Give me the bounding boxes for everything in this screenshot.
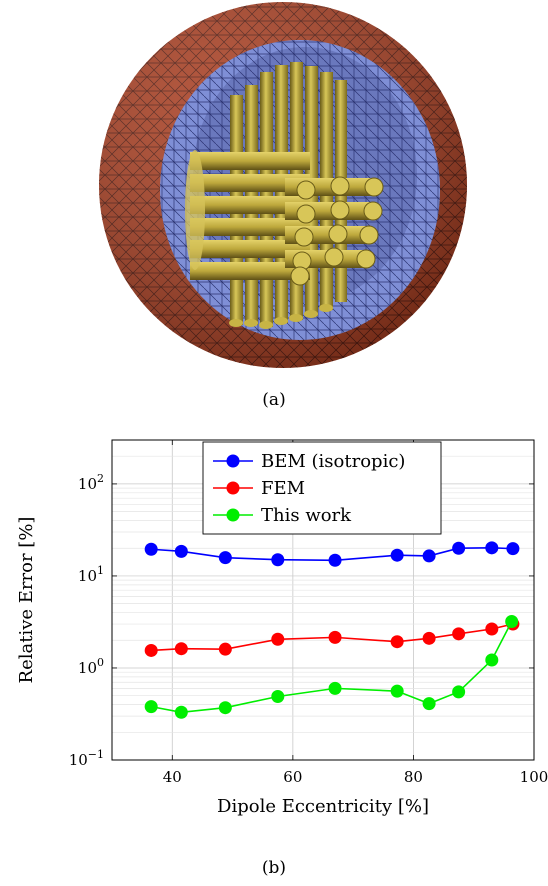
data-point [328,553,342,567]
caption-b: (b) [261,858,287,878]
data-point [422,631,436,645]
relative-error-chart: 40 60 80 100 10−1 100 101 102 BEM (isotropic) FE… [16,439,548,817]
data-point [390,635,404,649]
data-point [218,551,232,565]
x-tick-label: 40 [163,768,182,786]
y-tick-label: 100 [78,656,104,677]
series-line [151,623,514,652]
legend-label: This work [261,505,352,526]
data-point [505,614,519,628]
data-point [485,541,499,555]
series-line [151,547,513,562]
series-line [151,621,513,714]
x-tick-label: 60 [283,768,302,786]
series-bem-isotropic- [144,541,520,567]
data-point [506,542,520,556]
data-point [390,684,404,698]
y-tick-label: 10−1 [69,748,104,769]
data-point [422,549,436,563]
data-point [218,642,232,656]
data-point [174,642,188,656]
legend-label: BEM (isotropic) [261,451,405,472]
data-point [452,685,466,699]
legend-swatch-marker [226,454,240,468]
x-axis-title: Dipole Eccentricity [%] [217,796,429,817]
legend-swatch-marker [226,481,240,495]
legend: BEM (isotropic) FEM This work [202,441,442,535]
head-model-rendering [99,2,467,368]
data-point [452,627,466,641]
horizontal-electrodes [185,150,384,286]
data-point [390,548,404,562]
data-point [485,622,499,636]
data-point [174,544,188,558]
data-point [328,681,342,695]
grid [112,439,535,761]
caption-a: (a) [262,390,286,410]
data-point [271,632,285,646]
series-this-work [144,614,519,719]
series [144,541,520,719]
legend-label: FEM [261,478,305,499]
data-point [328,630,342,644]
series-fem [144,617,520,657]
data-point [144,643,158,657]
y-axis-title: Relative Error [%] [16,517,37,684]
data-point [271,553,285,567]
x-tick-label: 80 [404,768,423,786]
electrode-bundle [185,62,384,329]
x-tick-label: 100 [520,768,548,786]
y-tick-label: 102 [78,472,104,493]
data-point [144,700,158,714]
data-point [452,541,466,555]
y-tick-label: 101 [78,564,104,585]
axis-ticks: 40 60 80 100 10−1 100 101 102 [69,440,548,786]
data-point [422,697,436,711]
data-point [271,689,285,703]
data-point [144,542,158,556]
data-point [485,653,499,667]
plot-frame [111,439,535,761]
data-point [174,705,188,719]
data-point [218,701,232,715]
legend-swatch-marker [226,508,240,522]
